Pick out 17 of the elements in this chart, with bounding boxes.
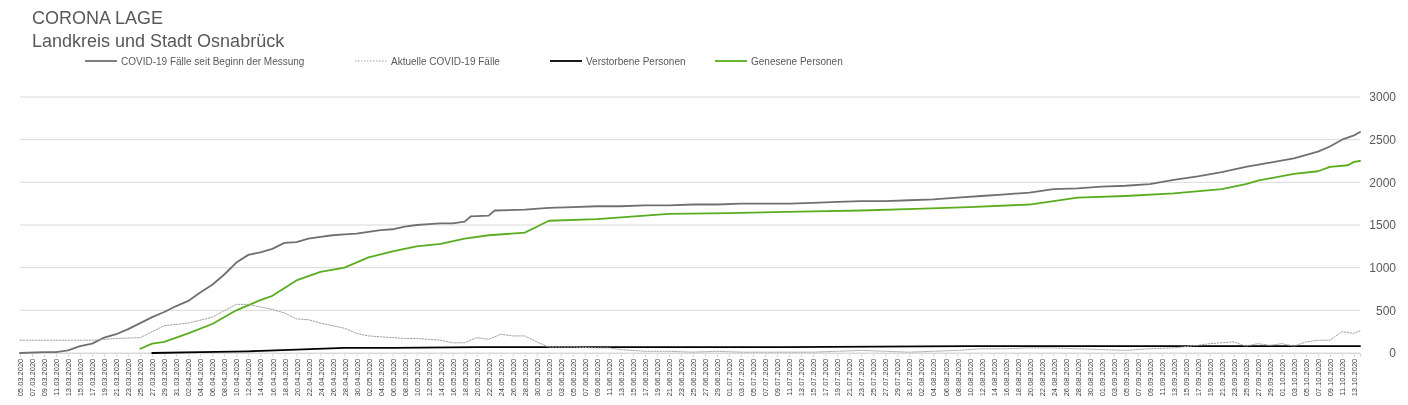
line-series	[151, 345, 1361, 354]
y-tick-label: 1500	[1369, 218, 1397, 233]
legend-label: COVID-19 Fälle seit Beginn der Messung	[121, 55, 305, 67]
line-series	[139, 160, 1361, 350]
y-tick-label: 2500	[1369, 133, 1397, 148]
y-tick-label: 0	[1389, 346, 1397, 361]
chart-subtitle: Landkreis und Stadt Osnabrück	[32, 31, 286, 51]
y-tick-label: 3000	[1369, 90, 1397, 105]
line-series	[19, 131, 1361, 354]
y-tick-label: 1000	[1369, 261, 1397, 276]
y-tick-label: 500	[1375, 303, 1397, 318]
y-tick-label: 2000	[1369, 175, 1397, 190]
line-series	[19, 303, 1361, 353]
legend-label: Aktuelle COVID-19 Fälle	[391, 55, 501, 67]
legend-label: Genesene Personen	[751, 55, 843, 67]
legend-label: Verstorbene Personen	[586, 55, 686, 67]
chart-title: CORONA LAGE	[32, 8, 164, 28]
